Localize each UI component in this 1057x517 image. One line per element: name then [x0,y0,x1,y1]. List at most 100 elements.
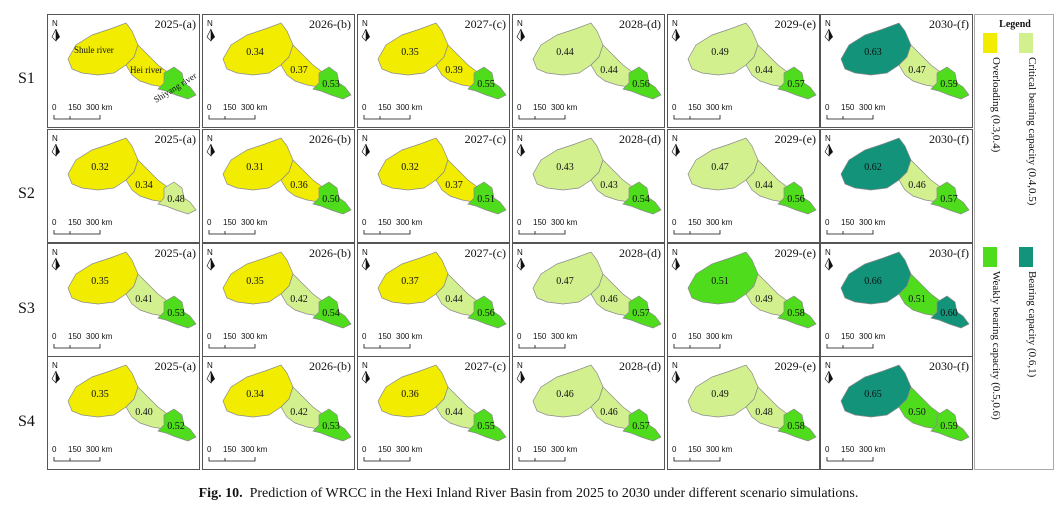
map-svg: 2029-(e) N 0.47 0.44 0.56 0 150 300 km [671,132,817,235]
scale-label: 150 [223,218,237,227]
scale-label: 150 [223,332,237,341]
scale-label: 300 km [86,103,113,112]
scale-label: 300 km [706,103,733,112]
scale-bar: 0 150 300 km [362,445,423,462]
value-label: 0.50 [908,407,926,418]
scale-label: 150 [533,332,547,341]
scale-label: 150 [68,103,82,112]
north-arrow-icon: N [671,361,680,384]
map-svg: 2028-(d) N 0.44 0.44 0.56 0 150 300 km [516,17,662,120]
value-label: 0.43 [600,180,618,191]
value-label: 0.44 [755,65,773,76]
map-panel-s4-2028: 2028-(d) N 0.46 0.46 0.57 0 150 300 km [512,356,665,470]
scale-bar: 0 150 300 km [672,445,733,462]
map-panel-s2-2027: 2027-(c) N 0.32 0.37 0.51 0 150 300 km [357,129,510,243]
value-label: 0.57 [632,308,650,319]
value-label: 0.47 [908,65,926,76]
scale-bar: 0 150 300 km [52,218,113,235]
scale-label: 300 km [859,332,886,341]
north-label: N [825,134,831,143]
value-label: 0.36 [290,180,308,191]
legend-label: Bearing capacity (0.6,1) [1026,271,1038,378]
value-label: 0.43 [556,162,574,173]
north-label: N [362,134,368,143]
scale-bar: 0 150 300 km [517,332,578,349]
value-label: 0.42 [290,294,308,305]
region-shiyang [622,295,662,329]
scale-label: 150 [841,445,855,454]
scale-label: 0 [825,218,830,227]
value-label: 0.34 [246,47,264,58]
scale-bar: 0 150 300 km [207,332,268,349]
scale-label: 300 km [551,445,578,454]
scale-label: 150 [688,445,702,454]
value-label: 0.54 [322,308,340,319]
value-label: 0.55 [477,421,495,432]
map-panel-s3-2029: 2029-(e) N 0.51 0.49 0.58 0 150 300 km [667,243,820,357]
scale-label: 0 [207,445,212,454]
value-label: 0.54 [632,194,650,205]
scale-bar: 0 150 300 km [362,332,423,349]
panel-title: 2029-(e) [775,359,816,373]
north-label: N [672,361,678,370]
region-shiyang [777,66,817,100]
map-panel-s2-2030: 2030-(f) N 0.62 0.46 0.57 0 150 300 km [820,129,973,243]
scale-label: 300 km [241,445,268,454]
map-panel-s2-2029: 2029-(e) N 0.47 0.44 0.56 0 150 300 km [667,129,820,243]
scale-label: 0 [362,218,367,227]
panel-title: 2025-(a) [155,246,196,260]
scale-label: 0 [52,218,57,227]
north-arrow-icon: N [516,361,525,384]
value-label: 0.52 [167,421,185,432]
north-label: N [207,248,213,257]
value-label: 0.34 [135,180,153,191]
value-label: 0.41 [135,294,153,305]
scale-label: 300 km [86,445,113,454]
north-arrow-icon: N [824,19,833,42]
north-arrow-icon: N [206,361,215,384]
north-label: N [52,361,58,370]
value-label: 0.59 [940,421,958,432]
scale-label: 300 km [241,218,268,227]
scale-bar: 0 150 300 km [52,103,113,120]
north-label: N [207,19,213,28]
north-arrow-icon: N [516,248,525,271]
scale-label: 0 [672,103,677,112]
map-svg: 2028-(d) N 0.43 0.43 0.54 0 150 300 km [516,132,662,235]
scale-bar: 0 150 300 km [825,332,886,349]
map-svg: 2026-(b) N 0.35 0.42 0.54 0 150 300 km [206,246,352,349]
panel-title: 2028-(d) [619,359,661,373]
scale-label: 0 [517,103,522,112]
legend-swatch [983,247,997,267]
north-arrow-icon: N [516,134,525,157]
map-svg: 2027-(c) N 0.32 0.37 0.51 0 150 300 km [361,132,507,235]
legend-swatch [983,33,997,53]
map-panel-s3-2028: 2028-(d) N 0.47 0.46 0.57 0 150 300 km [512,243,665,357]
north-arrow-icon: N [671,19,680,42]
panel-title: 2027-(c) [465,132,506,146]
scale-label: 300 km [396,218,423,227]
panel-title: 2030-(f) [929,359,969,373]
scale-label: 0 [52,332,57,341]
north-label: N [517,19,523,28]
north-arrow-icon: N [516,19,525,42]
legend-label: Weakly bearing capacity (0.5,0.6) [990,271,1002,420]
legend-swatch [1019,33,1033,53]
scale-label: 150 [533,103,547,112]
map-svg: 2027-(c) N 0.35 0.39 0.55 0 150 300 km [361,17,507,120]
scale-label: 300 km [706,332,733,341]
scale-label: 0 [517,218,522,227]
value-label: 0.51 [477,194,495,205]
value-label: 0.36 [401,389,419,400]
scale-label: 300 km [551,332,578,341]
value-label: 0.35 [91,389,109,400]
north-label: N [207,361,213,370]
value-label: 0.57 [940,194,958,205]
value-label: 0.34 [246,389,264,400]
scale-label: 150 [688,218,702,227]
scale-label: 150 [378,332,392,341]
value-label: 0.44 [556,47,574,58]
scale-label: 0 [362,103,367,112]
